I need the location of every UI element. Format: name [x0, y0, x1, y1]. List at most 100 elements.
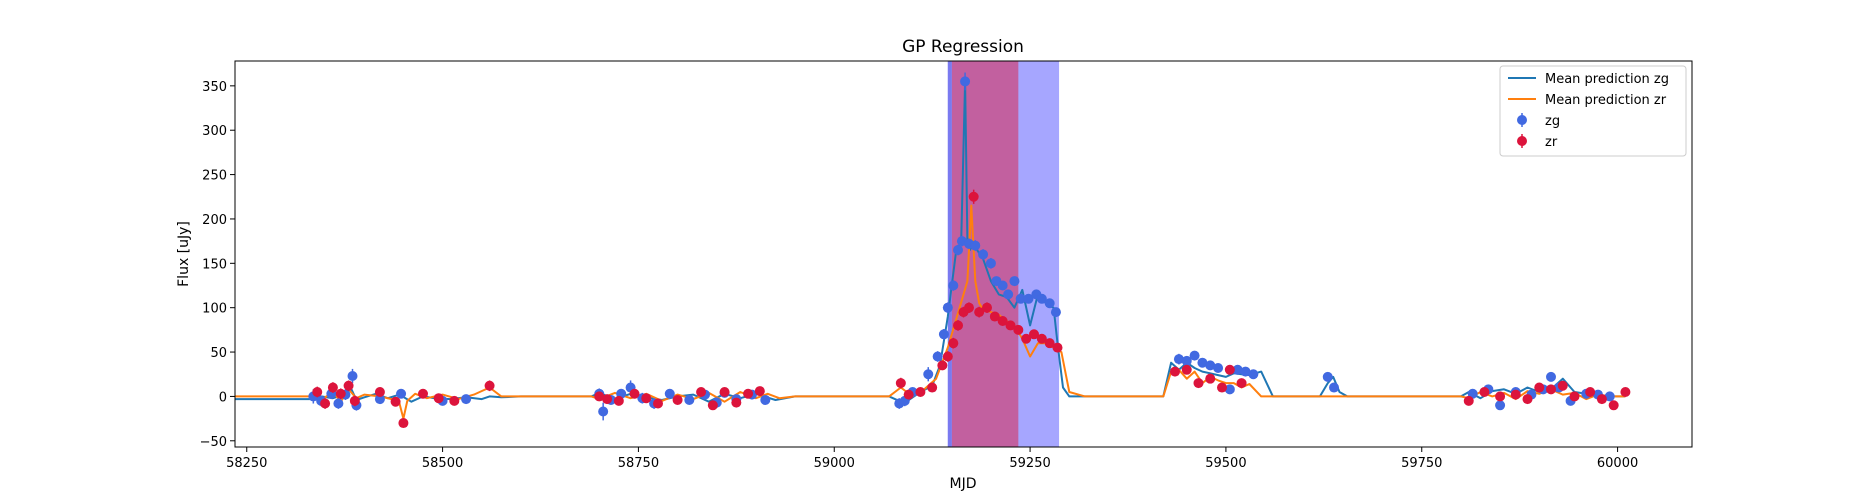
data-point [1240, 366, 1251, 377]
data-point [594, 391, 605, 402]
data-point [1029, 329, 1039, 340]
data-point [743, 388, 754, 399]
data-point [953, 320, 964, 331]
data-point [1044, 338, 1055, 349]
legend-swatch-marker [1517, 115, 1527, 125]
data-point [1193, 378, 1204, 389]
data-point [602, 394, 613, 405]
x-tick-label: 58500 [422, 456, 463, 471]
data-point [398, 418, 409, 429]
data-point [684, 394, 695, 405]
data-point [1224, 364, 1235, 375]
data-point [347, 371, 358, 382]
data-point [374, 386, 385, 397]
data-point [1217, 382, 1227, 393]
data-point [903, 389, 914, 400]
data-point [449, 395, 460, 406]
data-point [948, 338, 959, 349]
data-point [1181, 355, 1192, 366]
data-point [343, 380, 354, 391]
y-axis-label: Flux [uJy] [176, 221, 192, 287]
data-point [982, 302, 992, 313]
data-point [985, 258, 996, 269]
data-point [335, 388, 346, 399]
data-point [1205, 373, 1216, 384]
data-point [927, 382, 938, 393]
x-tick-label: 59750 [1401, 456, 1442, 471]
data-point [1236, 378, 1247, 389]
data-point [997, 280, 1008, 291]
series-points-2 [308, 72, 1615, 421]
data-point [1463, 395, 1474, 406]
data-point [433, 393, 444, 404]
data-point [1534, 382, 1545, 393]
data-point [320, 398, 331, 409]
legend-label: zg [1545, 114, 1560, 129]
data-point [970, 240, 981, 251]
data-point [396, 388, 407, 399]
x-tick-label: 59000 [814, 456, 855, 471]
data-point [707, 400, 718, 411]
data-point [1604, 391, 1615, 402]
data-point [923, 369, 934, 380]
data-point [1052, 342, 1063, 353]
data-point [1224, 384, 1235, 395]
data-point [1495, 391, 1506, 402]
data-point [1005, 320, 1016, 331]
data-point [1248, 369, 1259, 380]
data-point [1620, 386, 1631, 397]
data-point [1569, 391, 1580, 402]
x-tick-label: 58250 [226, 456, 267, 471]
y-tick-label: −50 [200, 435, 227, 450]
data-point [942, 351, 953, 362]
data-point [1329, 382, 1340, 393]
data-point [1596, 394, 1607, 405]
data-point [1546, 384, 1556, 395]
x-tick-label: 60000 [1597, 456, 1638, 471]
data-point [327, 382, 338, 393]
y-tick-label: 200 [202, 213, 227, 228]
data-point [978, 249, 989, 260]
data-point [629, 388, 640, 399]
data-point [349, 395, 360, 406]
data-point [1495, 400, 1506, 411]
plot-area [235, 61, 1631, 447]
data-point [418, 388, 428, 399]
data-point [1013, 324, 1024, 335]
data-point [989, 311, 1000, 322]
data-point [333, 398, 344, 409]
data-point [1009, 276, 1020, 287]
chart-title: GP Regression [902, 37, 1024, 57]
data-point [1173, 354, 1184, 365]
x-axis-label: MJD [950, 476, 977, 492]
x-tick-label: 58750 [618, 456, 659, 471]
data-point [1608, 400, 1619, 411]
data-point [938, 329, 949, 340]
data-point [974, 307, 985, 318]
data-point [374, 394, 385, 405]
data-point [960, 76, 971, 87]
data-point [1189, 350, 1200, 361]
data-point [696, 386, 707, 397]
data-point [1557, 380, 1568, 391]
shaded-region-2 [947, 61, 952, 447]
data-point [1023, 293, 1034, 304]
data-point [915, 386, 926, 397]
data-point [942, 302, 953, 313]
data-point [1205, 360, 1216, 371]
data-point [484, 380, 495, 391]
data-point [1015, 293, 1026, 304]
data-point [653, 398, 663, 409]
data-point [1036, 293, 1047, 304]
data-point [963, 302, 974, 313]
data-point [1213, 363, 1224, 374]
legend-label: zr [1545, 135, 1558, 150]
data-point [672, 394, 683, 405]
x-tick-label: 59250 [1009, 456, 1050, 471]
legend-box [1499, 65, 1687, 157]
data-point [953, 245, 964, 256]
data-point [1044, 298, 1055, 309]
data-point [937, 360, 948, 371]
y-tick-label: 350 [202, 80, 227, 95]
